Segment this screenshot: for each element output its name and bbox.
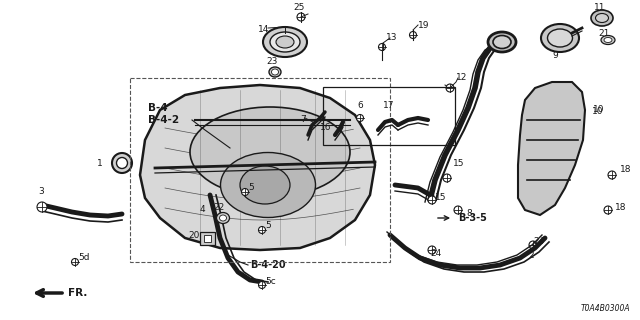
Text: 19: 19	[418, 20, 429, 29]
Bar	[204, 235, 211, 242]
Ellipse shape	[220, 215, 227, 221]
Text: 5: 5	[265, 221, 271, 230]
Ellipse shape	[601, 36, 615, 44]
Text: 15: 15	[435, 194, 447, 203]
Text: 5c: 5c	[265, 277, 276, 286]
Ellipse shape	[240, 166, 290, 204]
Ellipse shape	[116, 157, 127, 169]
Text: 5d: 5d	[78, 253, 90, 262]
Circle shape	[428, 196, 436, 204]
Text: 25: 25	[293, 4, 305, 12]
Text: 16: 16	[320, 124, 332, 132]
Circle shape	[72, 259, 79, 266]
Text: FR.: FR.	[68, 288, 88, 298]
Circle shape	[454, 206, 462, 214]
Ellipse shape	[547, 29, 573, 47]
Circle shape	[378, 44, 385, 51]
Text: 22: 22	[213, 204, 224, 212]
Circle shape	[37, 202, 47, 212]
Circle shape	[410, 31, 417, 38]
Ellipse shape	[591, 10, 613, 26]
Text: 21: 21	[598, 29, 609, 38]
Polygon shape	[140, 85, 375, 250]
Ellipse shape	[221, 153, 316, 218]
Text: 15: 15	[453, 158, 465, 167]
Ellipse shape	[270, 32, 300, 52]
Bar	[200, 232, 215, 245]
Text: B-4-20: B-4-20	[250, 260, 285, 270]
Ellipse shape	[269, 67, 281, 77]
Text: 9: 9	[552, 52, 557, 60]
Ellipse shape	[271, 69, 278, 75]
Text: 18: 18	[615, 204, 627, 212]
Ellipse shape	[190, 107, 350, 197]
Text: 5: 5	[248, 183, 253, 193]
Text: 7: 7	[300, 116, 306, 124]
Text: 12: 12	[456, 74, 467, 83]
Polygon shape	[518, 82, 585, 215]
Text: 24: 24	[430, 249, 441, 258]
Text: 24: 24	[533, 237, 544, 246]
Circle shape	[608, 171, 616, 179]
Circle shape	[241, 188, 248, 196]
Ellipse shape	[276, 36, 294, 48]
Text: 4: 4	[200, 205, 205, 214]
Ellipse shape	[216, 212, 230, 223]
Circle shape	[259, 227, 266, 234]
Circle shape	[259, 282, 266, 289]
Circle shape	[356, 115, 364, 122]
Text: T0A4B0300A: T0A4B0300A	[580, 304, 630, 313]
Circle shape	[446, 84, 454, 92]
Ellipse shape	[595, 13, 609, 22]
Circle shape	[297, 13, 305, 21]
Text: B-3-5: B-3-5	[458, 213, 487, 223]
Ellipse shape	[604, 37, 612, 43]
Ellipse shape	[541, 24, 579, 52]
Ellipse shape	[112, 153, 132, 173]
Text: 18: 18	[620, 165, 632, 174]
Circle shape	[443, 174, 451, 182]
Text: B-4: B-4	[148, 103, 168, 113]
Text: 1: 1	[97, 158, 103, 167]
Circle shape	[428, 246, 436, 254]
Text: B-4-2: B-4-2	[148, 115, 179, 125]
Text: 2: 2	[528, 251, 534, 260]
Text: 10: 10	[593, 106, 605, 115]
Ellipse shape	[488, 32, 516, 52]
Text: 11: 11	[594, 4, 605, 12]
Text: 10: 10	[592, 108, 604, 116]
Text: 17: 17	[383, 100, 394, 109]
Text: 6: 6	[357, 100, 363, 109]
Circle shape	[604, 206, 612, 214]
Ellipse shape	[493, 36, 511, 49]
Ellipse shape	[263, 27, 307, 57]
Text: 8: 8	[466, 209, 472, 218]
Text: 3: 3	[38, 188, 44, 196]
Text: 23: 23	[266, 58, 277, 67]
Text: 20: 20	[188, 230, 200, 239]
Text: 14: 14	[258, 26, 269, 35]
Circle shape	[529, 241, 537, 249]
Text: 13: 13	[386, 34, 397, 43]
